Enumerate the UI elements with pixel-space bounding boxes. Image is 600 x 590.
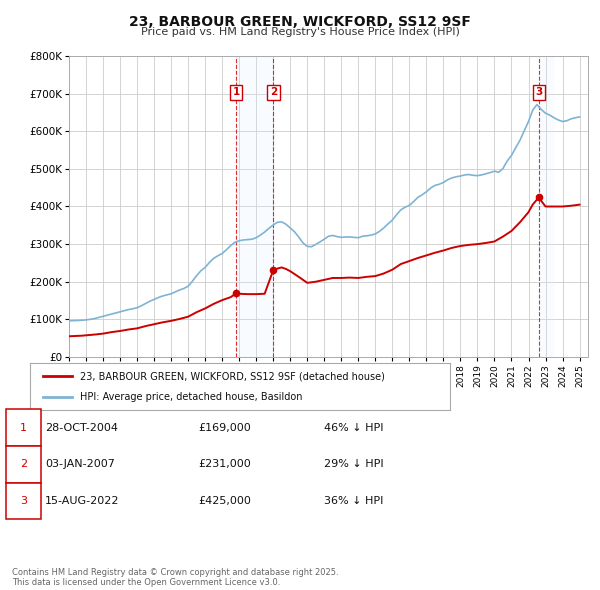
- Text: Price paid vs. HM Land Registry's House Price Index (HPI): Price paid vs. HM Land Registry's House …: [140, 27, 460, 37]
- Bar: [539, 56, 553, 357]
- Text: HPI: Average price, detached house, Basildon: HPI: Average price, detached house, Basi…: [80, 392, 303, 402]
- Text: £231,000: £231,000: [198, 460, 251, 469]
- Text: 29% ↓ HPI: 29% ↓ HPI: [324, 460, 383, 469]
- Text: 1: 1: [233, 87, 240, 97]
- Text: 2: 2: [269, 87, 277, 97]
- Text: £425,000: £425,000: [198, 496, 251, 506]
- Text: 28-OCT-2004: 28-OCT-2004: [45, 423, 118, 432]
- Text: 23, BARBOUR GREEN, WICKFORD, SS12 9SF: 23, BARBOUR GREEN, WICKFORD, SS12 9SF: [129, 15, 471, 29]
- Bar: [236, 56, 274, 357]
- Text: 3: 3: [20, 496, 27, 506]
- Text: 3: 3: [535, 87, 542, 97]
- Text: 1: 1: [20, 423, 27, 432]
- Text: 15-AUG-2022: 15-AUG-2022: [45, 496, 119, 506]
- Text: 23, BARBOUR GREEN, WICKFORD, SS12 9SF (detached house): 23, BARBOUR GREEN, WICKFORD, SS12 9SF (d…: [80, 371, 385, 381]
- Text: £169,000: £169,000: [198, 423, 251, 432]
- Text: 46% ↓ HPI: 46% ↓ HPI: [324, 423, 383, 432]
- Text: 03-JAN-2007: 03-JAN-2007: [45, 460, 115, 469]
- Text: Contains HM Land Registry data © Crown copyright and database right 2025.
This d: Contains HM Land Registry data © Crown c…: [12, 568, 338, 587]
- Text: 36% ↓ HPI: 36% ↓ HPI: [324, 496, 383, 506]
- Text: 2: 2: [20, 460, 27, 469]
